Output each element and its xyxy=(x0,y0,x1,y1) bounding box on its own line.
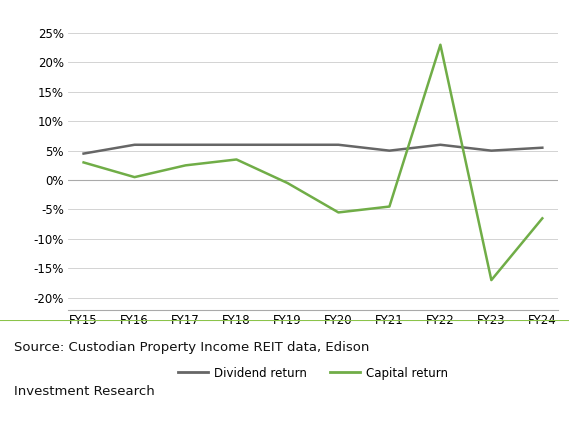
Text: Investment Research: Investment Research xyxy=(14,385,155,398)
Legend: Dividend return, Capital return: Dividend return, Capital return xyxy=(174,362,452,384)
Text: Source: Custodian Property Income REIT data, Edison: Source: Custodian Property Income REIT d… xyxy=(14,341,370,354)
